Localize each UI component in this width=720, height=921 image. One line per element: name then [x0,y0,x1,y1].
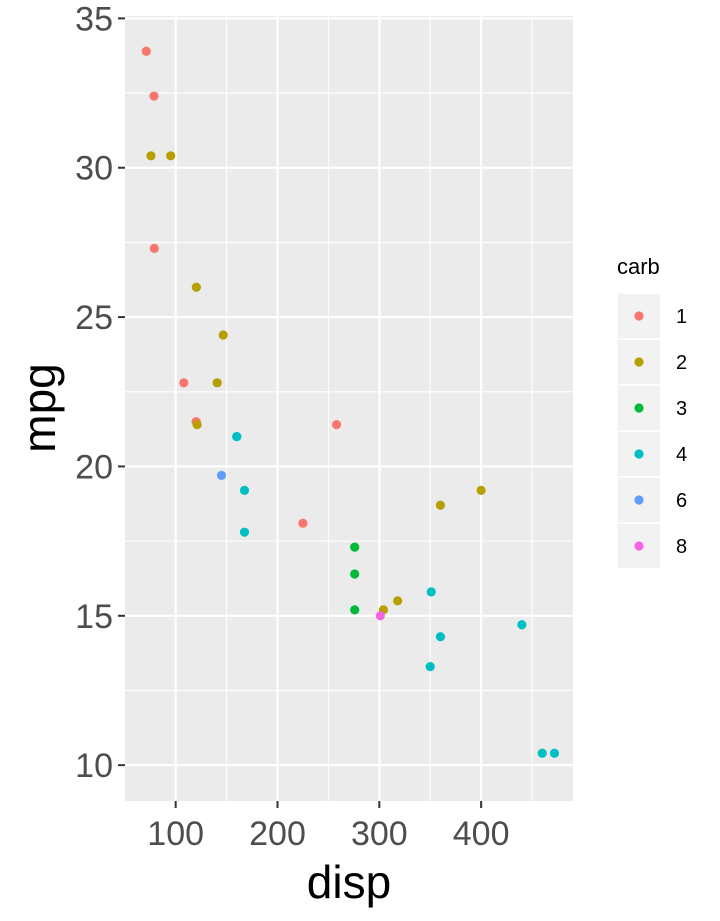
plot-panel [125,16,573,801]
data-point-carb-1 [141,46,151,56]
legend-key-point [634,311,644,321]
data-point-carb-4 [435,632,446,642]
y-tick-label: 20 [75,448,113,486]
legend-label: 3 [676,398,687,420]
y-tick-label: 30 [75,150,113,188]
legend-key-point [634,495,644,505]
legend-label: 4 [676,444,687,466]
data-point-carb-1 [149,91,159,101]
data-point-carb-2 [476,485,486,495]
y-tick-label: 35 [75,0,113,38]
x-tick-label: 400 [453,815,510,853]
legend-key-point [634,449,644,459]
data-point-carb-3 [350,569,360,579]
data-point-carb-2 [435,500,446,510]
data-point-carb-4 [517,620,527,630]
data-points [141,46,560,758]
data-point-carb-1 [298,518,308,528]
data-point-carb-2 [146,151,156,161]
legend-title: carb [617,254,660,279]
data-point-carb-4 [239,527,250,537]
minor-gridlines [125,16,573,801]
data-point-carb-2 [393,596,403,606]
data-point-carb-3 [350,542,360,552]
data-point-carb-3 [350,605,360,615]
data-point-carb-8 [375,611,385,621]
x-tick-label: 100 [147,815,204,853]
legend-key-point [634,541,644,551]
legend: carb 1 2 3 4 6 8 [616,254,687,570]
legend-label: 1 [676,306,687,328]
legend-key [616,522,662,570]
legend-label: 8 [676,536,687,558]
data-point-carb-6 [216,470,227,481]
x-tick-label: 300 [351,815,408,853]
data-point-carb-4 [426,587,436,597]
legend-key [616,384,662,432]
data-point-carb-2 [212,378,222,388]
data-point-carb-4 [232,431,242,442]
data-point-carb-2 [218,330,228,340]
data-point-carb-1 [149,243,159,253]
y-tick-label: 25 [75,299,113,337]
major-gridlines [125,16,573,801]
x-axis: 100 200 300 400 [147,801,510,853]
data-point-carb-2 [166,151,176,161]
x-tick-label: 200 [249,815,306,853]
y-tick-label: 15 [75,598,113,636]
legend-key-point [634,403,644,413]
data-point-carb-4 [239,485,250,495]
data-point-carb-4 [537,748,547,758]
legend-key-point [634,357,644,367]
data-point-carb-4 [549,748,560,758]
data-point-carb-1 [331,420,342,430]
y-tick-label: 10 [75,747,113,785]
legend-label: 2 [676,352,687,374]
data-point-carb-4 [425,661,435,672]
data-point-carb-2 [191,282,201,292]
y-axis-title: mpg [13,363,65,452]
y-axis: 10 15 20 25 30 35 [75,0,125,785]
data-point-carb-1 [179,378,189,388]
data-point-carb-2 [192,420,202,430]
x-axis-title: disp [307,856,391,908]
legend-label: 6 [676,490,687,512]
